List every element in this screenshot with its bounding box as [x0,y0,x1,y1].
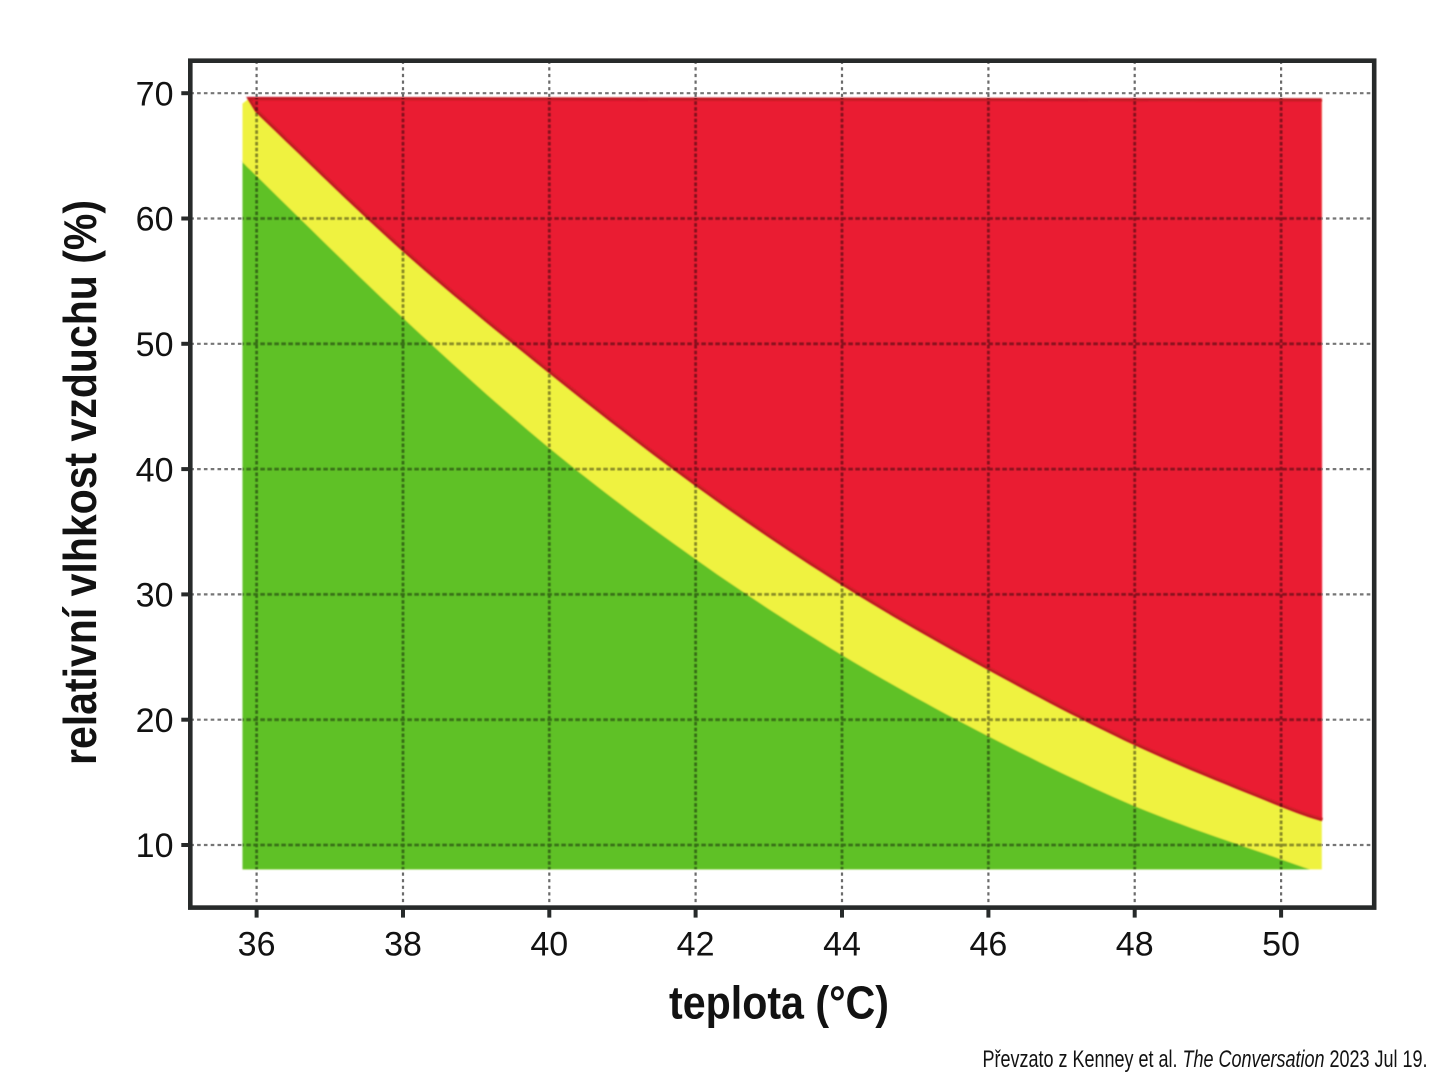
svg-text:70: 70 [136,75,174,113]
svg-text:50: 50 [1262,926,1300,964]
svg-text:40: 40 [530,926,568,964]
svg-text:38: 38 [384,926,422,964]
svg-text:20: 20 [136,702,174,740]
svg-text:42: 42 [677,926,715,964]
svg-text:Převzato z Kenney et al. The C: Převzato z Kenney et al. The Conversatio… [983,1046,1428,1073]
svg-text:40: 40 [136,451,174,489]
svg-text:30: 30 [136,577,174,615]
svg-text:teplota (°C): teplota (°C) [669,976,889,1028]
svg-text:46: 46 [969,926,1007,964]
svg-text:10: 10 [136,827,174,865]
svg-text:relativní vlhkost vzduchu (%): relativní vlhkost vzduchu (%) [54,200,106,765]
svg-text:44: 44 [823,926,861,964]
svg-text:60: 60 [136,201,174,239]
svg-text:36: 36 [238,926,276,964]
svg-text:48: 48 [1116,926,1154,964]
svg-text:50: 50 [136,326,174,364]
